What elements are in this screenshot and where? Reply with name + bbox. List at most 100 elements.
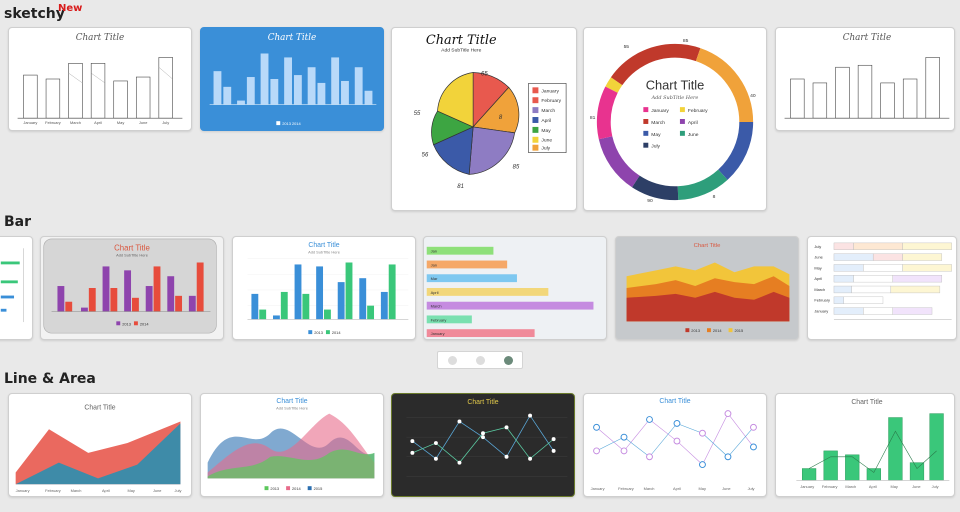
section-title-sketchy: sketchy [4, 6, 65, 22]
svg-text:February: February [45, 488, 61, 493]
chart-card-dot-line[interactable]: Chart Title January February March April Ma… [583, 393, 767, 497]
svg-text:February: February [45, 120, 61, 125]
chart-card-bar-blue-green[interactable]: Chart Title Add SubTitle Here 2013 2014 [232, 236, 416, 340]
svg-text:March: March [70, 120, 81, 125]
svg-text:July: July [541, 146, 550, 152]
chart-title: Chart Title [426, 33, 497, 48]
chart-title: Chart Title [268, 33, 317, 43]
svg-text:March: March [71, 488, 82, 493]
svg-text:January: January [23, 120, 37, 125]
chart-card-sketchy-bar-2[interactable]: Chart Title [775, 27, 955, 131]
chart-title: Chart Title [84, 405, 115, 412]
svg-text:65: 65 [481, 71, 488, 77]
svg-text:May: May [699, 486, 706, 491]
chart-card-sketchy-bar[interactable]: Chart Title January February March April Ma… [8, 27, 192, 131]
horizontal-bar-chart: Jan Jan Mar April March February January [426, 246, 594, 338]
svg-text:56: 56 [422, 153, 429, 159]
chart-card-bar-partial[interactable] [0, 236, 33, 340]
svg-text:2013: 2013 [122, 321, 131, 326]
chart-card-bar-3d[interactable]: Chart Title Add SubTitle Here 2013 2014 [40, 236, 224, 340]
sketchy-bar-chart-2: Chart Title [784, 33, 950, 119]
chart-card-multi-area[interactable]: Chart Title Add SubTitle Here 2013 2014 … [200, 393, 384, 497]
svg-text:June: June [153, 488, 161, 493]
area-chart: Chart Title January February March April Ma… [15, 405, 182, 493]
svg-text:June: June [541, 138, 552, 144]
svg-text:2014: 2014 [713, 328, 723, 333]
svg-text:90: 90 [647, 198, 653, 204]
chart-subtitle: Add SubTitle Here [116, 253, 148, 258]
chart-card-dark-line[interactable]: Chart Title [391, 393, 575, 497]
svg-text:February: February [431, 317, 447, 322]
svg-text:May: May [891, 484, 898, 489]
svg-text:2014: 2014 [140, 321, 150, 326]
chart-title: Chart Title [646, 77, 705, 92]
chart-card-stacked-horizontal[interactable]: July June May April March February January [807, 236, 957, 340]
dot-line-chart: Chart Title January February March April Ma… [591, 398, 757, 491]
svg-text:June: June [814, 255, 822, 260]
chart-card-sketchy-blue-bar[interactable]: Chart Title 2013 2014 [200, 27, 384, 131]
svg-text:2013: 2013 [691, 328, 700, 333]
chart-title: Chart Title [308, 242, 339, 249]
bar-blue-green-chart: Chart Title Add SubTitle Here 2013 2014 [247, 242, 409, 335]
svg-text:January: January [800, 484, 814, 489]
svg-text:March: March [651, 120, 665, 126]
chart-title: Chart Title [76, 33, 125, 43]
chart-title: Chart Title [467, 399, 498, 406]
chart-card-bar-line[interactable]: Chart Title January February March April Ma… [775, 393, 955, 497]
svg-text:May: May [541, 128, 551, 134]
chart-card-horizontal-bar[interactable]: Jan Jan Mar April March February January [423, 236, 607, 340]
svg-text:July: July [932, 484, 939, 489]
chart-card-stacked-bar[interactable]: Chart Title 2013 2014 2015 [615, 236, 799, 340]
svg-text:2015: 2015 [734, 328, 744, 333]
chart-card-sketchy-donut[interactable]: Chart Title Add SubTitle Here January Fe… [583, 27, 767, 211]
svg-text:April: April [431, 290, 439, 295]
svg-text:March: March [431, 304, 442, 309]
bar-line-chart: Chart Title January February March April Ma… [796, 399, 950, 489]
svg-text:July: July [651, 144, 660, 150]
chart-title: Chart Title [843, 33, 892, 43]
chart-subtitle: Add SubTitle Here [276, 406, 308, 411]
svg-text:February: February [688, 108, 708, 114]
sketchy-donut-chart: Chart Title Add SubTitle Here January Fe… [590, 38, 756, 204]
svg-text:April: April [102, 488, 110, 493]
svg-text:June: June [139, 120, 147, 125]
svg-text:April: April [869, 484, 877, 489]
svg-text:February: February [618, 486, 634, 491]
pager-dot-2[interactable] [475, 355, 485, 365]
chart-card-area[interactable]: Chart Title January February March April Ma… [8, 393, 192, 497]
svg-text:January: January [591, 486, 605, 491]
svg-text:85: 85 [513, 164, 520, 170]
chart-card-sketchy-pie[interactable]: Chart Title Add SubTitle Here 65 8 85 81 56… [391, 27, 577, 211]
svg-text:55: 55 [414, 111, 421, 117]
pager-dot-3[interactable] [503, 355, 513, 365]
svg-text:April: April [814, 276, 822, 281]
svg-text:8: 8 [499, 115, 503, 121]
svg-text:July: July [175, 488, 182, 493]
svg-text:May: May [127, 488, 134, 493]
chart-subtitle: Add SubTitle Here [441, 48, 481, 54]
svg-text:March: March [845, 484, 856, 489]
svg-text:40: 40 [750, 93, 756, 99]
section-title-line-area: Line & Area [4, 371, 96, 387]
svg-text:81: 81 [590, 115, 596, 121]
sketchy-bar-chart: Chart Title January February March April Ma… [17, 33, 183, 125]
svg-text:85: 85 [683, 38, 689, 44]
svg-text:January: January [541, 88, 559, 94]
svg-text:July: July [162, 120, 169, 125]
svg-text:January: January [651, 108, 669, 114]
chart-title: Chart Title [114, 244, 150, 253]
svg-text:2015: 2015 [314, 486, 324, 491]
svg-text:March: March [644, 486, 655, 491]
svg-text:January: January [431, 331, 445, 336]
svg-text:January: January [814, 309, 828, 314]
svg-text:2014: 2014 [332, 330, 342, 335]
pager-dot-1[interactable] [447, 355, 457, 365]
svg-text:June: June [688, 132, 699, 138]
chart-title: Chart Title [659, 398, 690, 405]
svg-text:Jan: Jan [431, 262, 437, 267]
stacked-horizontal-chart: July June May April March February January [814, 242, 952, 320]
svg-text:55: 55 [624, 44, 630, 50]
bar-3d-chart: Chart Title Add SubTitle Here 2013 2014 [43, 238, 217, 334]
svg-text:June: June [722, 486, 730, 491]
svg-text:April: April [673, 486, 681, 491]
